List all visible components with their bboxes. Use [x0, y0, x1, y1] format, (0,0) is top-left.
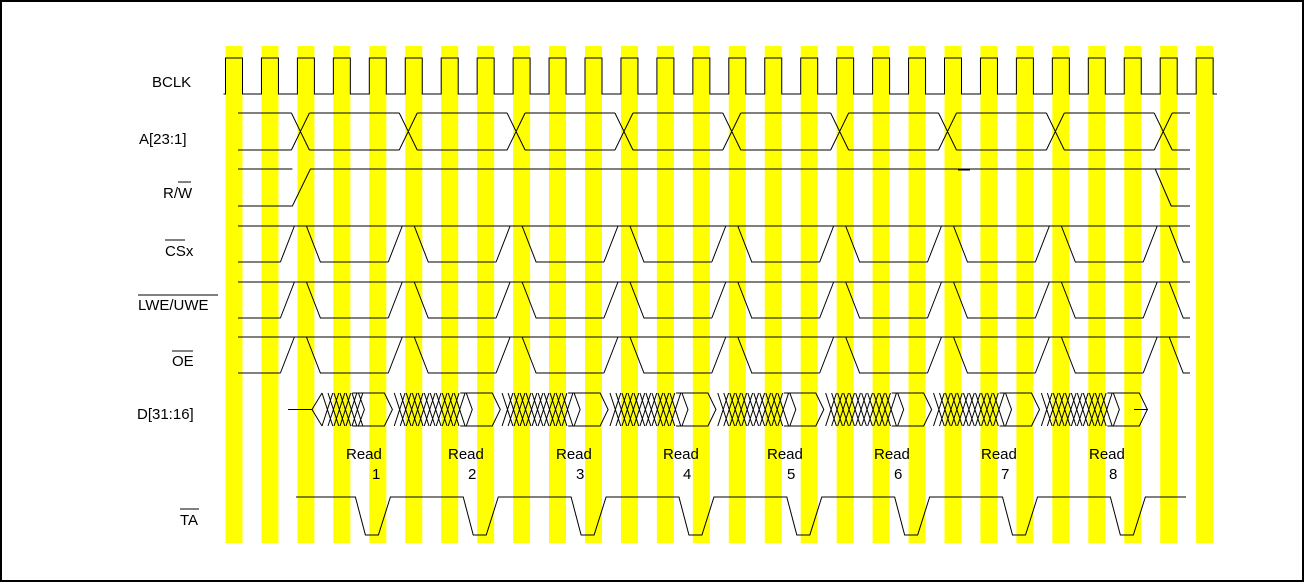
- label-rw: R/W: [163, 185, 193, 202]
- label-cs-suffix: x: [186, 243, 194, 260]
- clock-stripe: [405, 46, 423, 543]
- data-waveform: [288, 392, 1148, 427]
- clock-stripe: [800, 46, 818, 543]
- read-8-word: Read: [1089, 446, 1125, 463]
- read-3-number: 3: [576, 466, 584, 483]
- label-ta: TA: [180, 512, 198, 529]
- label-oe: OE: [172, 353, 194, 370]
- read-7-number: 7: [1001, 466, 1009, 483]
- label-we: LWE/UWE: [138, 297, 209, 314]
- clock-stripe: [764, 46, 782, 543]
- clock-stripe: [908, 46, 926, 543]
- read-2-number: 2: [468, 466, 476, 483]
- ta-waveform: [296, 496, 1186, 536]
- clock-stripe: [656, 46, 674, 543]
- address-waveform: [238, 112, 1190, 151]
- read-7-word: Read: [981, 446, 1017, 463]
- bclk-waveform: [223, 57, 1217, 95]
- read-1-word: Read: [346, 446, 382, 463]
- clock-stripe: [1196, 46, 1214, 543]
- clock-stripe: [836, 46, 854, 543]
- clock-stripe: [1160, 46, 1178, 543]
- label-data: D[31:16]: [137, 406, 194, 423]
- read-4-number: 4: [683, 466, 691, 483]
- clock-stripe: [441, 46, 459, 543]
- rw-waveform: [238, 168, 1190, 207]
- clock-stripe: [944, 46, 962, 543]
- we-waveform: [238, 281, 1190, 319]
- label-rw-suffix: W: [178, 185, 193, 202]
- label-bclk: BCLK: [152, 74, 191, 91]
- clock-stripe: [513, 46, 531, 543]
- signal-labels: BCLK A[23:1] R/W CSx LWE/UWE OE D[31:16]…: [137, 74, 218, 529]
- label-cs: CSx: [165, 243, 194, 260]
- label-rw-main: R/: [163, 185, 179, 202]
- clock-stripe: [1124, 46, 1142, 543]
- read-3-word: Read: [556, 446, 592, 463]
- read-4-word: Read: [663, 446, 699, 463]
- read-5-number: 5: [787, 466, 795, 483]
- clock-stripe: [369, 46, 387, 543]
- clock-stripe: [728, 46, 746, 543]
- read-2-word: Read: [448, 446, 484, 463]
- clock-stripes: [225, 46, 1214, 543]
- read-6-number: 6: [894, 466, 902, 483]
- read-5-word: Read: [767, 446, 803, 463]
- cs-waveform: [238, 225, 1190, 263]
- clock-stripe: [1052, 46, 1070, 543]
- clock-stripe: [549, 46, 567, 543]
- oe-waveform: [238, 336, 1190, 374]
- clock-stripe: [692, 46, 710, 543]
- clock-stripe: [872, 46, 890, 543]
- clock-stripe: [1016, 46, 1034, 543]
- clock-stripe: [333, 46, 351, 543]
- clock-stripe: [477, 46, 495, 543]
- clock-stripe: [261, 46, 279, 543]
- label-cs-main: CS: [165, 243, 186, 260]
- clock-stripe: [620, 46, 638, 543]
- read-annotations: Read 1 Read 2 Read 3 Read 4 Read 5 Read …: [346, 446, 1125, 483]
- clock-stripe: [585, 46, 602, 543]
- clock-stripe: [225, 46, 243, 543]
- label-address: A[23:1]: [139, 131, 187, 148]
- read-1-number: 1: [372, 466, 380, 483]
- clock-stripe: [1088, 46, 1106, 543]
- clock-stripe: [980, 46, 998, 543]
- read-6-word: Read: [874, 446, 910, 463]
- waveforms: [223, 57, 1217, 536]
- read-8-number: 8: [1109, 466, 1117, 483]
